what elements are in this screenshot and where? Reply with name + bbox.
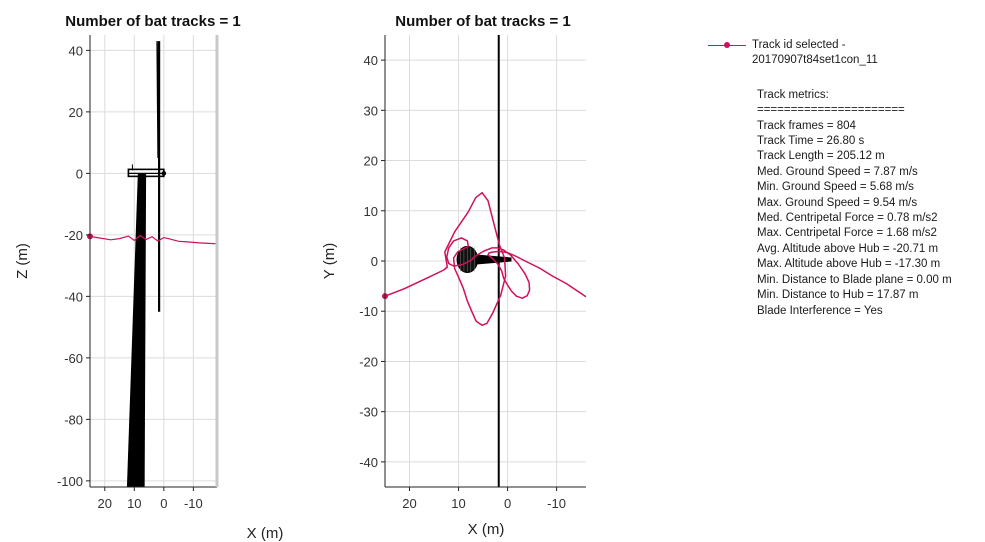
y-tick-label: -40 <box>64 289 83 304</box>
y-tick-label: -20 <box>64 228 83 243</box>
right-chart-title: Number of bat tracks = 1 <box>395 13 570 30</box>
metric-line: Min. Distance to Hub = 17.87 m <box>757 289 919 302</box>
metric-line: Max. Ground Speed = 9.54 m/s <box>757 196 918 209</box>
right-x-axis-label: X (m) <box>468 521 505 538</box>
metric-line: Min. Ground Speed = 5.68 m/s <box>757 181 914 194</box>
y-tick-label: -60 <box>64 351 83 366</box>
metrics-list: Track frames = 804 Track Time = 26.80 s Tr… <box>757 119 985 319</box>
y-tick-label: -10 <box>359 304 378 319</box>
left-y-axis-label: Z (m) <box>14 243 31 279</box>
hub-point <box>161 171 167 176</box>
turbine-tower <box>126 173 147 487</box>
metric-line: Max. Altitude above Hub = -17.30 m <box>757 258 941 271</box>
x-tick-label: 0 <box>504 496 511 511</box>
left-axes: 20 10 0 -10 40 20 0 -20 -40 -60 -80 -100 <box>57 35 219 511</box>
metric-line: Med. Ground Speed = 7.87 m/s <box>757 165 918 178</box>
x-tick-label: 20 <box>402 496 416 511</box>
bat-track-line <box>89 234 218 245</box>
legend-entry-track: Track id selected - 20170907t84set1con_1… <box>700 38 985 69</box>
y-tick-label: 0 <box>76 166 83 181</box>
metric-line: Med. Centripetal Force = 0.78 m/s2 <box>757 212 938 225</box>
metric-line: Min. Distance to Blade plane = 0.00 m <box>757 273 952 286</box>
right-axes: 20 10 0 -10 40 30 20 10 0 -10 -20 -30 -40 <box>359 35 586 511</box>
x-tick-label: 10 <box>451 496 465 511</box>
y-tick-label: 30 <box>364 103 378 118</box>
legend-track-label: Track id selected - 20170907t84set1con_1… <box>752 39 878 67</box>
left-chart-title: Number of bat tracks = 1 <box>65 13 240 30</box>
metrics-separator: ====================== <box>757 104 905 117</box>
x-tick-label: -10 <box>184 496 203 511</box>
right-y-axis-label: Y (m) <box>321 243 338 279</box>
legend-line-marker-icon <box>700 38 752 54</box>
y-tick-label: -20 <box>359 354 378 369</box>
y-tick-label: 20 <box>69 105 83 120</box>
x-tick-label: -10 <box>547 496 566 511</box>
y-tick-label: 40 <box>69 43 83 58</box>
metric-line: Track frames = 804 <box>757 119 856 132</box>
y-tick-label: -100 <box>57 474 83 489</box>
left-grid <box>90 35 217 487</box>
y-tick-label: 40 <box>364 53 378 68</box>
y-tick-label: -80 <box>64 412 83 427</box>
metric-line: Avg. Altitude above Hub = -20.71 m <box>757 242 939 255</box>
right-plot-area <box>382 35 587 487</box>
metric-line: Max. Centripetal Force = 1.68 m/s2 <box>757 227 937 240</box>
legend-panel: Track id selected - 20170907t84set1con_1… <box>700 38 985 319</box>
y-tick-label: 20 <box>364 154 378 169</box>
metric-line: Blade Interference = Yes <box>757 304 883 317</box>
y-tick-label: 10 <box>364 204 378 219</box>
left-plot-area <box>87 41 218 487</box>
y-tick-label: -40 <box>359 455 378 470</box>
metric-line: Track Time = 26.80 s <box>757 135 865 148</box>
track-metrics: Track metrics: ====================== Tr… <box>757 88 985 319</box>
right-grid <box>385 35 586 487</box>
y-tick-label: 0 <box>371 254 378 269</box>
x-tick-label: 0 <box>160 496 167 511</box>
left-x-axis-label: X (m) <box>247 525 284 542</box>
x-tick-label: 10 <box>127 496 141 511</box>
turbine-blade-edge <box>156 41 159 158</box>
metric-line: Track Length = 205.12 m <box>757 150 885 163</box>
y-tick-label: -30 <box>359 405 378 420</box>
x-tick-label: 20 <box>98 496 112 511</box>
bat-track-line <box>384 191 587 327</box>
metrics-heading: Track metrics: <box>757 88 829 101</box>
